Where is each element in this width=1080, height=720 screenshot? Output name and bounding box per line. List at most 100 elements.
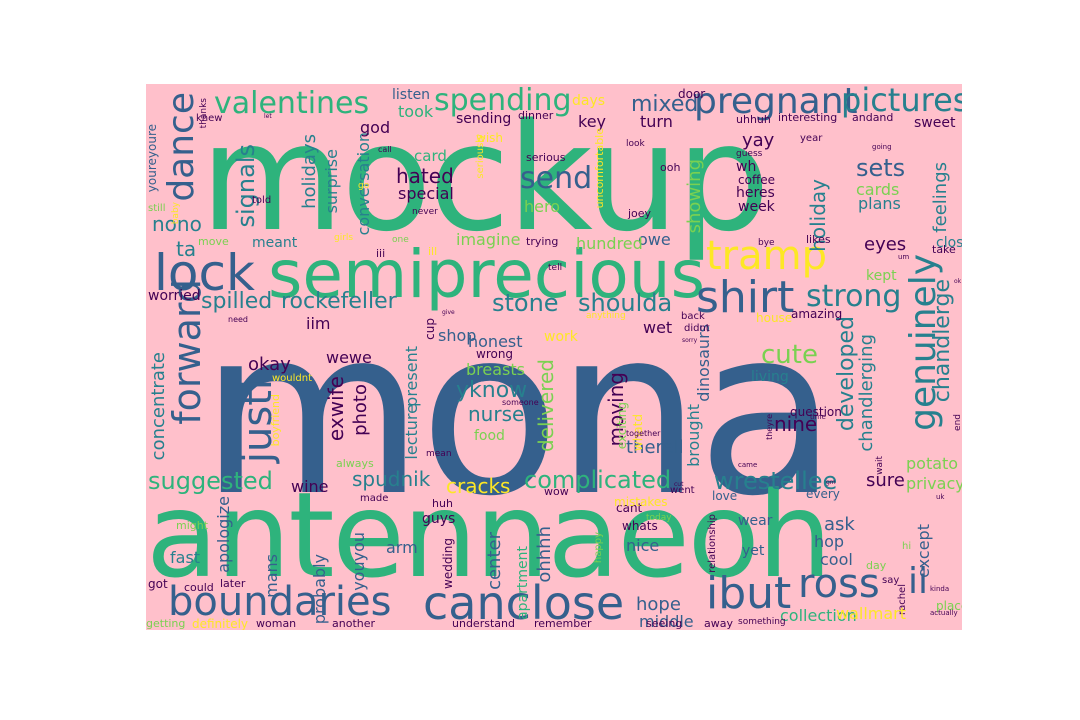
cloud-word: need [228, 315, 248, 324]
cloud-word: today [646, 513, 672, 523]
cloud-word: going [872, 143, 892, 151]
cloud-word: wh [736, 159, 757, 175]
cloud-word: ross [798, 561, 880, 607]
cloud-word: nice [626, 536, 660, 555]
cloud-word: serious [526, 151, 566, 164]
cloud-word: shoulda [578, 289, 673, 317]
cloud-word: cut [674, 481, 684, 488]
cloud-word: exciting [615, 402, 629, 450]
cloud-word: listen [392, 87, 431, 103]
cloud-word: living [751, 369, 789, 385]
cloud-word: guess [736, 149, 763, 159]
cloud-word: ii [908, 561, 929, 602]
cloud-word: woman [256, 617, 297, 630]
cloud-word: eyes [864, 234, 907, 255]
cloud-word: baby [171, 202, 181, 225]
cloud-word: went [670, 485, 695, 496]
cloud-word: youreyoure [146, 124, 159, 193]
cloud-word: chandlerging [856, 334, 877, 452]
cloud-word: iii [376, 247, 386, 260]
cloud-word: anything [586, 311, 626, 321]
cloud-word: theyre [765, 414, 774, 440]
cloud-word: door [678, 87, 706, 101]
cloud-word: days [572, 93, 606, 109]
cloud-word: tell [548, 263, 563, 273]
cloud-word: lock [154, 244, 255, 302]
cloud-word: sure [866, 470, 905, 491]
cloud-word: complicated [524, 466, 672, 494]
word-cloud: mona mockup antennaeoh semiprecious boundari… [146, 84, 962, 630]
cloud-word: delivered [534, 359, 558, 453]
cloud-word: strong [806, 279, 902, 314]
cloud-word: sending [456, 111, 512, 127]
cloud-word: bye [758, 238, 775, 248]
cloud-word: exwife [324, 376, 348, 442]
cloud-word: okay [248, 354, 291, 375]
cloud-word: potato [906, 454, 959, 473]
cloud-word: relationship [707, 514, 718, 573]
cloud-word: dance [161, 92, 202, 202]
cloud-word: coffee [738, 173, 775, 187]
cloud-word: imagine [456, 230, 521, 249]
cloud-word: give [442, 309, 455, 316]
cloud-word: likes [806, 233, 831, 246]
cloud-word: hope [636, 594, 681, 615]
cloud-word: antennaeoh [146, 466, 832, 604]
cloud-word: surprise [322, 149, 341, 214]
cloud-word: dinner [518, 109, 554, 122]
cloud-word: hi [902, 541, 912, 552]
cloud-word: lecture [402, 404, 421, 460]
cloud-word: mockup [200, 92, 770, 264]
cloud-word: away [704, 617, 733, 630]
cloud-word: gm [826, 479, 836, 486]
cloud-word: time [810, 413, 826, 421]
cloud-word: yknow [456, 378, 528, 403]
cloud-word: cracks [446, 474, 511, 498]
cloud-word: um [898, 253, 910, 261]
cloud-word: arm [386, 538, 418, 557]
cloud-word: together [626, 429, 661, 438]
cloud-word: back [681, 311, 705, 322]
cloud-word: work [544, 329, 578, 345]
cloud-word: worried [148, 288, 201, 304]
cloud-word: breasts [466, 360, 525, 379]
cloud-word: wrong [476, 347, 514, 361]
cloud-word: cards [856, 180, 900, 199]
cloud-word: mistakes [614, 495, 668, 509]
cloud-word: pregnant [694, 84, 858, 122]
cloud-word: stone [492, 289, 559, 317]
cloud-word: wallmart [836, 604, 907, 623]
cloud-word: might [176, 519, 209, 532]
cloud-word: still [148, 203, 166, 214]
cloud-word: guys [422, 511, 456, 527]
cloud-word: interesting [778, 111, 838, 124]
cloud-word: wet [643, 318, 673, 337]
cloud-word: wow [544, 485, 569, 498]
cloud-word: privacy [906, 474, 962, 493]
cloud-word: key [578, 112, 607, 131]
cloud-word: cant [616, 501, 643, 515]
cloud-word: move [198, 235, 229, 248]
cloud-word: middle [639, 612, 694, 630]
cloud-word: ta [176, 237, 197, 261]
cloud-word: later [220, 577, 246, 590]
cloud-word: uhhuh [736, 113, 771, 126]
cloud-word: didnt [684, 323, 710, 334]
cloud-word: hated [396, 164, 454, 188]
cloud-word: thanks [199, 98, 209, 129]
cloud-word: semiprecious [268, 236, 706, 313]
cloud-word: wine [291, 477, 329, 496]
cloud-word: wish [476, 131, 504, 145]
cloud-word: seeing [646, 617, 683, 630]
cloud-word: place [936, 599, 962, 613]
cloud-word: getting [146, 617, 186, 630]
cloud-word: call [378, 145, 392, 154]
cloud-word: end [953, 414, 962, 431]
cloud-word: wait [875, 456, 885, 475]
cloud-word: cup [423, 318, 437, 340]
cloud-word: ask [824, 514, 855, 535]
cloud-word: never [412, 207, 438, 217]
cloud-word: trying [526, 235, 559, 248]
cloud-word: closed [936, 235, 962, 251]
cloud-word: valentines [214, 86, 370, 121]
